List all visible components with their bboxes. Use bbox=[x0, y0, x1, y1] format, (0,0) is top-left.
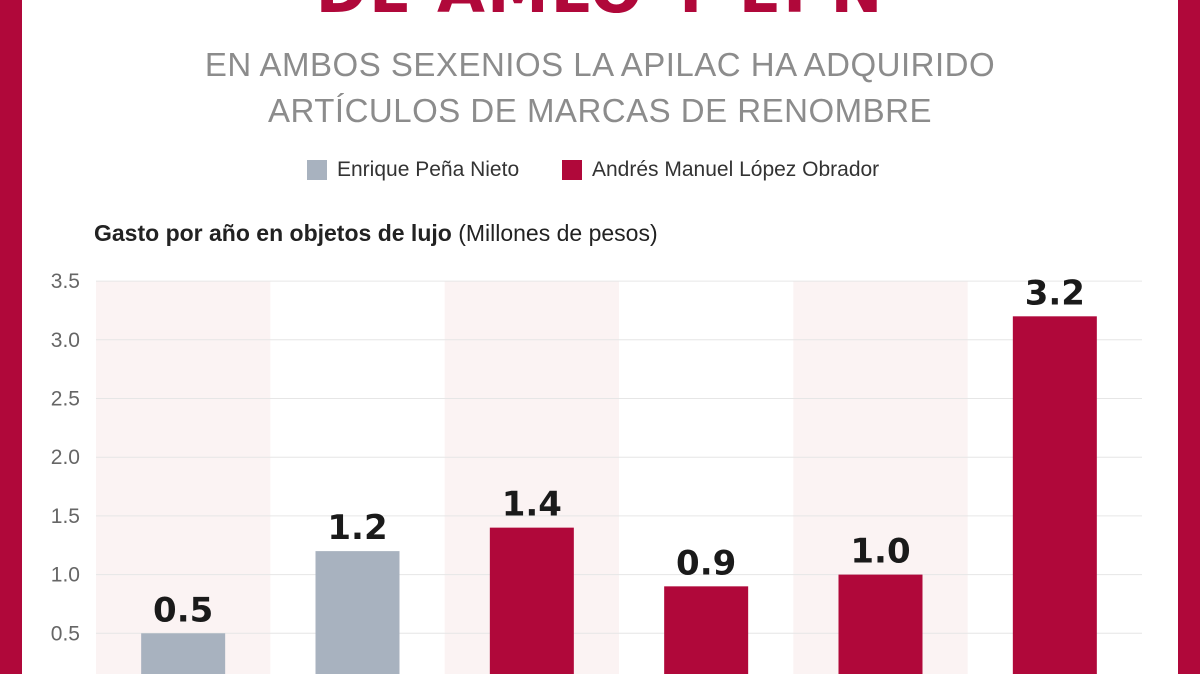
bar bbox=[316, 551, 400, 674]
y-tick-label: 1.0 bbox=[51, 564, 80, 587]
bar-value-label: 1.0 bbox=[850, 532, 910, 572]
y-tick-label: 3.0 bbox=[51, 329, 80, 352]
y-tick-label: 1.5 bbox=[51, 505, 80, 528]
bar-value-label: 0.5 bbox=[153, 590, 213, 630]
bar-value-label: 0.9 bbox=[676, 543, 736, 583]
y-tick-label: 2.0 bbox=[51, 446, 80, 469]
y-tick-label: 3.5 bbox=[51, 270, 80, 293]
bar-value-label: 1.4 bbox=[502, 485, 562, 525]
y-tick-label: 0.5 bbox=[51, 622, 80, 645]
y-tick-label: 2.5 bbox=[51, 388, 80, 411]
bar bbox=[141, 633, 225, 674]
bar-value-label: 1.2 bbox=[327, 508, 387, 548]
bar bbox=[490, 528, 574, 674]
bar bbox=[1013, 316, 1097, 674]
bar bbox=[839, 575, 923, 674]
bar-value-label: 3.2 bbox=[1025, 273, 1085, 313]
bar bbox=[664, 586, 748, 674]
